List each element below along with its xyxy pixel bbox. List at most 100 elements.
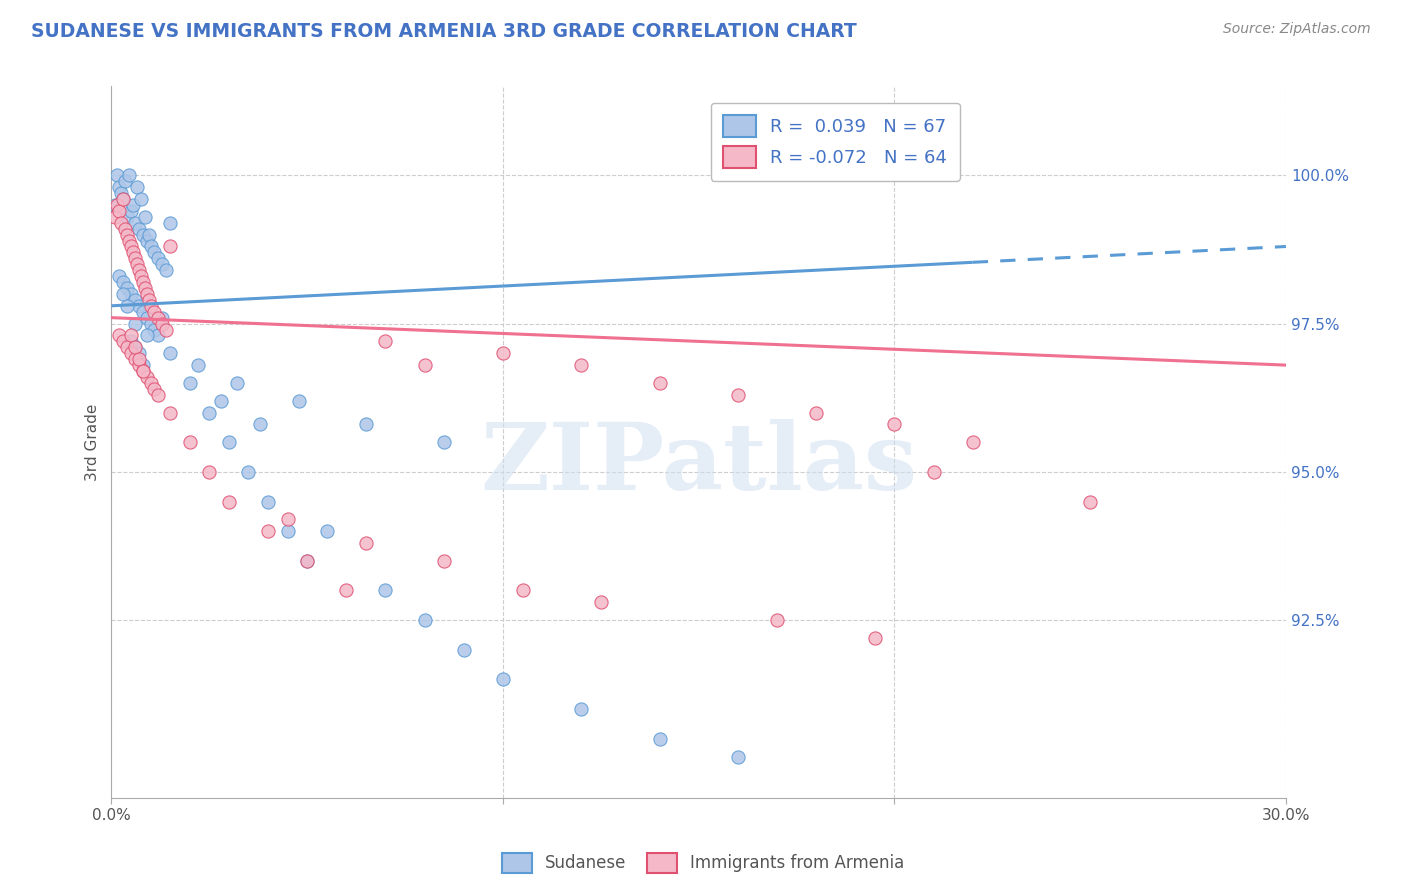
Point bbox=[125, 180, 148, 194]
Point bbox=[1078, 494, 1101, 508]
Point bbox=[129, 269, 152, 284]
Point bbox=[135, 310, 157, 325]
Point bbox=[159, 216, 181, 230]
Point bbox=[150, 257, 173, 271]
Point bbox=[115, 281, 138, 295]
Text: ZIPatlas: ZIPatlas bbox=[479, 418, 917, 508]
Point bbox=[155, 322, 177, 336]
Point bbox=[569, 702, 592, 716]
Point bbox=[132, 358, 155, 372]
Point bbox=[122, 245, 145, 260]
Point bbox=[105, 169, 128, 183]
Point bbox=[110, 186, 132, 200]
Point bbox=[139, 239, 162, 253]
Point bbox=[114, 174, 136, 188]
Point bbox=[374, 334, 396, 349]
Point bbox=[804, 406, 827, 420]
Point bbox=[108, 328, 131, 343]
Point bbox=[354, 536, 377, 550]
Point bbox=[120, 203, 142, 218]
Point bbox=[114, 221, 136, 235]
Point bbox=[150, 310, 173, 325]
Point bbox=[277, 524, 299, 538]
Point bbox=[120, 287, 142, 301]
Point bbox=[148, 388, 170, 402]
Point bbox=[218, 435, 240, 450]
Point bbox=[295, 554, 318, 568]
Point bbox=[198, 406, 221, 420]
Point bbox=[143, 382, 166, 396]
Point bbox=[648, 376, 671, 390]
Point bbox=[148, 252, 170, 266]
Point bbox=[135, 234, 157, 248]
Point bbox=[179, 376, 201, 390]
Point bbox=[433, 435, 456, 450]
Point bbox=[209, 393, 232, 408]
Point bbox=[128, 352, 150, 367]
Point bbox=[120, 334, 142, 349]
Point bbox=[112, 192, 135, 206]
Point bbox=[962, 435, 984, 450]
Point bbox=[187, 358, 209, 372]
Point bbox=[155, 263, 177, 277]
Point bbox=[134, 210, 156, 224]
Point bbox=[118, 169, 141, 183]
Point bbox=[159, 346, 181, 360]
Legend: R =  0.039   N = 67, R = -0.072   N = 64: R = 0.039 N = 67, R = -0.072 N = 64 bbox=[710, 103, 960, 181]
Point bbox=[218, 494, 240, 508]
Point bbox=[132, 364, 155, 378]
Text: Source: ZipAtlas.com: Source: ZipAtlas.com bbox=[1223, 22, 1371, 37]
Point bbox=[148, 310, 170, 325]
Point bbox=[115, 299, 138, 313]
Point bbox=[132, 304, 155, 318]
Point bbox=[132, 227, 155, 242]
Point bbox=[128, 358, 150, 372]
Point bbox=[112, 192, 135, 206]
Point bbox=[124, 340, 146, 354]
Point bbox=[335, 583, 357, 598]
Point bbox=[159, 406, 181, 420]
Point bbox=[150, 317, 173, 331]
Point bbox=[120, 328, 142, 343]
Point bbox=[125, 257, 148, 271]
Point bbox=[453, 642, 475, 657]
Point bbox=[108, 180, 131, 194]
Point bbox=[108, 269, 131, 284]
Point bbox=[433, 554, 456, 568]
Point bbox=[124, 352, 146, 367]
Point bbox=[374, 583, 396, 598]
Point bbox=[124, 216, 146, 230]
Point bbox=[143, 304, 166, 318]
Point bbox=[135, 370, 157, 384]
Point bbox=[105, 198, 128, 212]
Point bbox=[512, 583, 534, 598]
Point bbox=[413, 358, 436, 372]
Point bbox=[863, 631, 886, 645]
Point bbox=[120, 346, 142, 360]
Point bbox=[589, 595, 612, 609]
Point bbox=[727, 388, 749, 402]
Point bbox=[139, 317, 162, 331]
Point bbox=[115, 210, 138, 224]
Point bbox=[354, 417, 377, 432]
Point bbox=[492, 346, 515, 360]
Point bbox=[143, 245, 166, 260]
Point bbox=[135, 328, 157, 343]
Point bbox=[132, 364, 155, 378]
Point bbox=[115, 227, 138, 242]
Point bbox=[112, 287, 135, 301]
Point bbox=[132, 275, 155, 289]
Point bbox=[139, 299, 162, 313]
Point bbox=[277, 512, 299, 526]
Point bbox=[134, 281, 156, 295]
Point bbox=[883, 417, 905, 432]
Point bbox=[413, 613, 436, 627]
Point bbox=[135, 287, 157, 301]
Point bbox=[104, 210, 127, 224]
Point bbox=[249, 417, 271, 432]
Point bbox=[492, 673, 515, 687]
Point bbox=[159, 239, 181, 253]
Point bbox=[115, 340, 138, 354]
Point bbox=[257, 494, 280, 508]
Point bbox=[315, 524, 337, 538]
